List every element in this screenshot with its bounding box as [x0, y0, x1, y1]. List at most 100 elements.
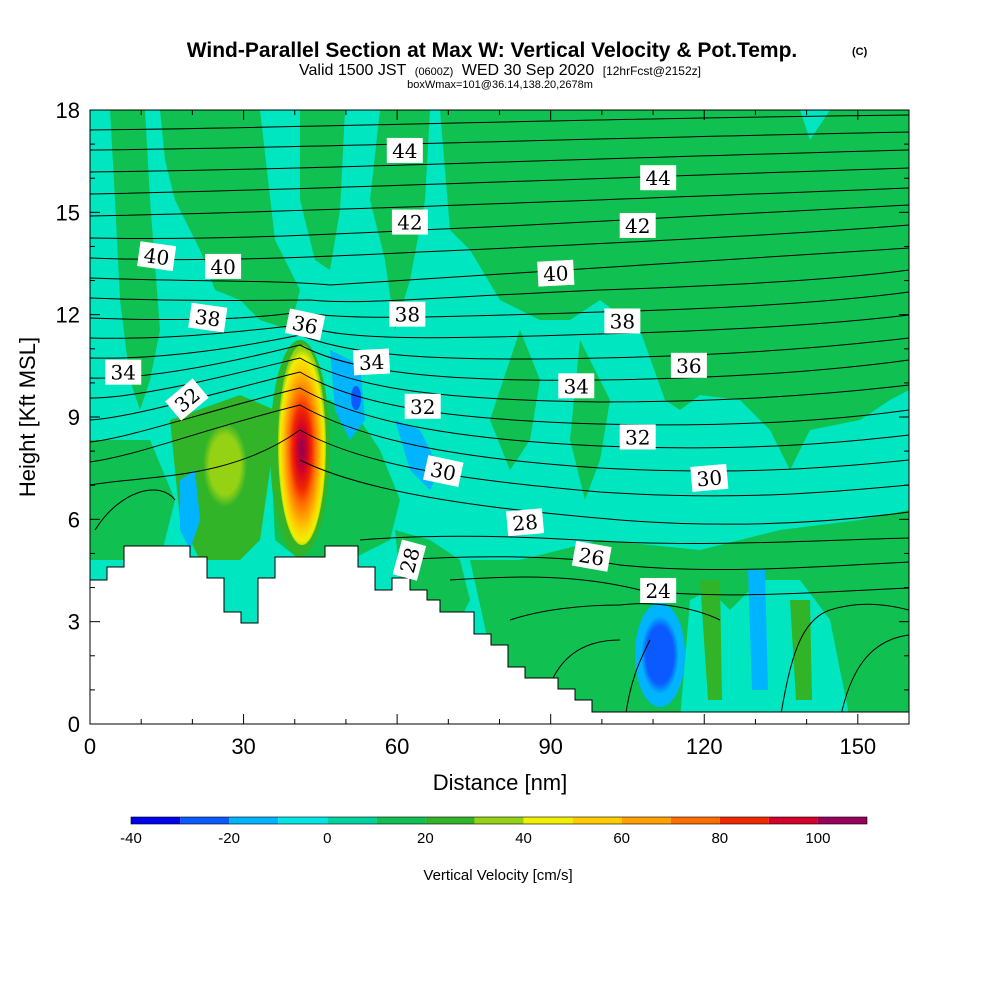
contour-label-text: 34: [564, 374, 589, 398]
contour-label: 34: [352, 348, 391, 376]
contour-label-box: [619, 424, 656, 450]
colorbar-tick-label: -40: [120, 830, 142, 847]
x-tick-label: 0: [84, 734, 96, 759]
contour-label: 38: [188, 302, 228, 333]
contour-label: 36: [670, 352, 707, 378]
colorbar-swatch: [131, 817, 181, 824]
x-tick-label: 150: [839, 734, 876, 759]
contour-label: 30: [423, 455, 464, 488]
colorbar-tick-label: 80: [711, 830, 728, 847]
contour-label: 30: [690, 463, 729, 492]
subtitle-forecast: [12hrFcst@2152z]: [603, 64, 701, 78]
subtitle-utc: (0600Z): [415, 66, 454, 78]
contour-label-text: 34: [358, 350, 385, 375]
contour-label: 26: [571, 540, 612, 572]
contour-label: 34: [105, 359, 142, 385]
contour-label-text: 30: [428, 457, 458, 486]
contour-label: 40: [137, 241, 177, 272]
y-axis-label: Height [Kft MSL]: [15, 337, 40, 497]
contour-label: 36: [284, 308, 326, 341]
contour-label-text: 40: [142, 243, 171, 270]
colorbar-swatch: [180, 817, 230, 824]
colorbar-swatch: [817, 817, 867, 824]
contour-label-text: 36: [676, 354, 701, 378]
terrain-mask: [89, 545, 910, 725]
contour-label-box: [619, 212, 656, 238]
colorbar-swatch: [719, 817, 769, 824]
y-tick-label: 18: [56, 98, 80, 123]
title-mark: (C): [852, 46, 868, 58]
contour-label-text: 38: [395, 303, 420, 327]
colorbar-swatch: [474, 817, 524, 824]
contour-label-box: [404, 393, 441, 419]
contour-label-text: 44: [392, 139, 417, 163]
contour-label-text: 40: [210, 255, 235, 279]
contour-label: 28: [392, 539, 427, 581]
contour-label-text: 38: [610, 309, 635, 333]
colorbar-swatch: [768, 817, 818, 824]
colorbar-swatch: [621, 817, 671, 824]
contour-label-box: [423, 455, 464, 488]
contour-label-text: 38: [193, 304, 222, 331]
colorbar-swatch: [327, 817, 377, 824]
colorbar-swatch: [670, 817, 720, 824]
contour-label-text: 44: [645, 166, 670, 190]
colorbar-tick-label: 100: [805, 830, 830, 847]
contour-label-box: [392, 539, 427, 581]
chart-subtitle: Valid 1500 JST (0600Z) WED 30 Sep 2020 […: [299, 62, 701, 79]
contour-label-text: 34: [111, 361, 136, 385]
y-tick-label: 12: [56, 303, 80, 328]
contour-label-box: [640, 577, 677, 603]
contour-label-box: [188, 302, 228, 333]
colorbar-tick-label: -20: [218, 830, 240, 847]
x-tick-label: 120: [686, 734, 723, 759]
contour-label-box: [137, 241, 177, 272]
contour-label-text: 24: [645, 579, 670, 603]
contour-label: 32: [404, 393, 441, 419]
colorbar-swatch: [523, 817, 573, 824]
contour-label-box: [640, 165, 677, 191]
colorbar-swatch: [229, 817, 279, 824]
colorbar-swatch: [425, 817, 475, 824]
x-tick-label: 60: [385, 734, 409, 759]
colorbar-swatch: [376, 817, 426, 824]
contour-label: 42: [619, 212, 656, 238]
colorbar-frame: [130, 816, 868, 825]
contour-label-text: 40: [542, 261, 569, 286]
subtitle-valid: Valid 1500 JST: [299, 62, 407, 79]
contour-label: 44: [386, 137, 423, 163]
contour-label-text: 32: [625, 425, 650, 449]
contour-label: 42: [391, 209, 428, 235]
colorbar-tick-label: 0: [323, 830, 331, 847]
colorbar: -40 -20 0 20 40 60 80 100: [120, 816, 868, 847]
contour-label-box: [352, 348, 391, 376]
chart-title: Wind-Parallel Section at Max W: Vertical…: [187, 39, 798, 62]
contour-label-text: 28: [511, 510, 538, 536]
contour-label: 34: [558, 373, 595, 399]
colorbar-swatch: [278, 817, 328, 824]
contour-label: 38: [604, 308, 641, 334]
colorbar-tick-label: 20: [417, 830, 434, 847]
subtitle-date: WED 30 Sep 2020: [462, 62, 595, 79]
x-tick-label: 30: [231, 734, 255, 759]
y-tick-label: 9: [68, 405, 80, 430]
contour-label-box: [670, 352, 707, 378]
contour-label: 32: [619, 424, 656, 450]
y-tick-label: 6: [68, 507, 80, 532]
contour-label-text: 32: [410, 395, 435, 419]
colorbar-tick-label: 60: [613, 830, 630, 847]
contour-label-box: [558, 373, 595, 399]
contour-label-text: 30: [696, 465, 723, 491]
contour-label: 40: [205, 253, 242, 279]
chart-subtitle-2: boxWmax=101@36.14,138.20,2678m: [407, 79, 593, 91]
contour-label-box: [205, 253, 242, 279]
y-tick-label: 15: [56, 200, 80, 225]
contour-label-box: [506, 508, 545, 537]
colorbar-label: Vertical Velocity [cm/s]: [423, 867, 572, 884]
y-tick-label: 0: [68, 712, 80, 737]
contour-label-box: [537, 259, 575, 287]
contour-label: 28: [506, 508, 545, 537]
contour-label-box: [571, 540, 612, 572]
